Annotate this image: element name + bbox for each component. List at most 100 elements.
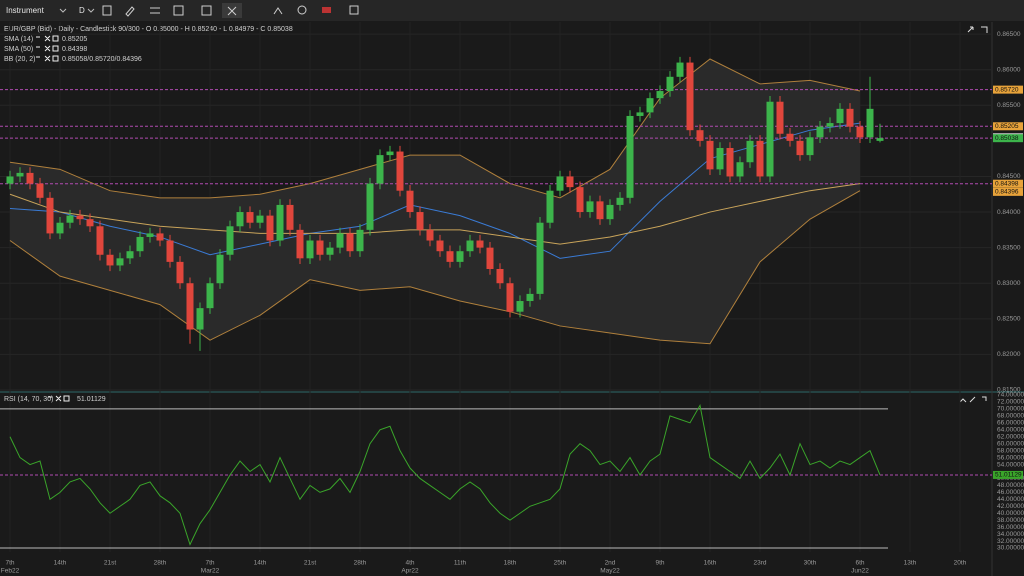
chart-type-icon[interactable] [102, 5, 112, 16]
x-tick-label: 30th [804, 560, 817, 567]
candle-body [66, 215, 74, 223]
candle-body [606, 204, 614, 220]
toolbar-icons [102, 3, 359, 18]
x-tick-label: 6th [855, 560, 864, 567]
x-tick-label: 16th [704, 560, 717, 567]
candle-body [876, 138, 884, 141]
candle-body [346, 233, 354, 252]
candle-body [176, 261, 184, 284]
rsi-value: 51.01129 [77, 396, 106, 403]
candle-body [96, 226, 104, 255]
rsi-tick-label: 44.00000 [997, 496, 1024, 503]
x-tick-label: 20th [954, 560, 967, 567]
candle-body [526, 293, 534, 302]
candle-body [596, 201, 604, 220]
candle-body [516, 301, 524, 312]
template-icon[interactable] [173, 5, 184, 16]
price-marker-label: 0.85720 [995, 86, 1019, 93]
dropdown-arrow [87, 8, 95, 13]
rsi-tick-label: 46.00000 [997, 489, 1024, 496]
language-flag[interactable] [322, 7, 331, 13]
price-marker-label: 0.84396 [995, 189, 1019, 196]
bb-upper [9, 58, 861, 199]
candle-body [296, 229, 304, 259]
legend-name: SMA (14) [4, 36, 33, 43]
x-tick-label: 23rd [753, 560, 766, 567]
legend-value: 0.85058/0.85720/0.84396 [62, 56, 142, 63]
price-marker-label: 0.85205 [995, 123, 1019, 130]
candle-body [416, 212, 424, 230]
candle-body [156, 233, 164, 241]
legend-icons [36, 55, 59, 62]
dropdown-arrow [59, 8, 67, 13]
x-tick-label: 7th [5, 560, 14, 567]
candle-body [816, 126, 824, 138]
x-tick-label: 7th [205, 560, 214, 567]
candle-body [86, 219, 94, 227]
candle-body [116, 258, 124, 266]
timeframe-button[interactable]: D [79, 6, 85, 15]
trade-icon[interactable] [273, 7, 283, 15]
legend-value: 0.85205 [62, 36, 87, 43]
rsi-tick-label: 32.00000 [997, 538, 1024, 545]
candle-body [196, 308, 204, 330]
candle-body [186, 283, 194, 330]
rsi-tick-label: 60.00000 [997, 440, 1024, 447]
candle-body [236, 212, 244, 227]
legend-value: 0.84398 [62, 46, 87, 53]
candle-body [276, 204, 284, 241]
candle-body [106, 254, 114, 266]
x-month-label: Mar22 [201, 568, 220, 575]
candle-body [396, 151, 404, 191]
candle-body [756, 140, 764, 177]
y-tick-label: 0.83000 [997, 280, 1021, 287]
bb-lower [9, 190, 861, 345]
candle-body [806, 137, 814, 156]
x-tick-label: 4th [405, 560, 414, 567]
x-month-label: Feb22 [1, 568, 20, 575]
price-marker-box [993, 122, 1023, 131]
y-tick-label: 0.86000 [997, 66, 1021, 73]
x-tick-label: 9th [655, 560, 664, 567]
draw-icon[interactable] [125, 6, 135, 17]
candle-body [766, 101, 774, 177]
candle-body [866, 108, 874, 138]
crosshair-icon[interactable] [227, 6, 237, 16]
settings-icon[interactable] [297, 5, 307, 15]
candle-body [136, 236, 144, 252]
candle-body [496, 268, 504, 284]
candle-body [696, 130, 704, 141]
candle-body [856, 126, 864, 138]
panel-controls[interactable] [967, 26, 988, 33]
candle-body [386, 151, 394, 156]
y-tick-label: 0.82500 [997, 316, 1021, 323]
instrument-button[interactable]: Instrument [6, 6, 45, 15]
candle-body [326, 247, 334, 255]
candle-body [776, 101, 784, 134]
candle-body [366, 183, 374, 230]
candle-body [686, 62, 694, 131]
price-marker-box [993, 179, 1023, 188]
candle-body [336, 233, 344, 248]
x-tick-label: 28th [154, 560, 167, 567]
window-icon[interactable] [349, 5, 359, 15]
candle-body [246, 212, 254, 223]
rsi-panel-controls[interactable] [959, 396, 987, 403]
y-tick-label: 0.82000 [997, 351, 1021, 358]
indicator-icon[interactable] [150, 7, 160, 14]
candle-body [826, 123, 834, 127]
layout-icon[interactable] [201, 5, 212, 16]
x-month-label: Apr22 [401, 568, 419, 575]
candle-body [556, 176, 564, 191]
x-tick-label: 14th [254, 560, 267, 567]
price-marker-box [993, 85, 1023, 94]
candle-body [286, 204, 294, 230]
candle-body [56, 222, 64, 234]
candle-body [226, 226, 234, 255]
candle-body [626, 115, 634, 198]
candle-body [256, 215, 264, 223]
candle-body [46, 197, 54, 234]
candle-body [666, 76, 674, 92]
candle-body [466, 240, 474, 252]
